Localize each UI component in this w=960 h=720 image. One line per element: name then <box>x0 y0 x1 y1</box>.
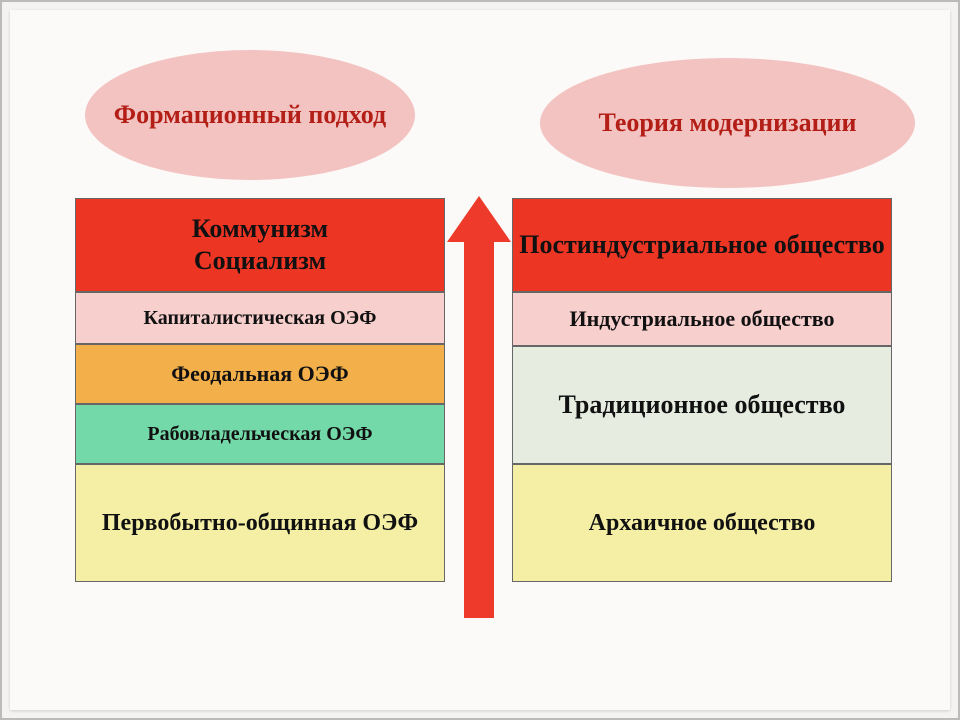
ellipse-left-label: Формационный подход <box>114 100 386 130</box>
ellipse-modernization-theory: Теория модернизации <box>540 58 915 188</box>
arrow-up-head <box>447 196 511 242</box>
right-cell-3: Архаичное общество <box>512 464 892 582</box>
right-cell-0: Постиндустриальное общество <box>512 198 892 292</box>
right-cell-1: Индустриальное общество <box>512 292 892 346</box>
left-cell-2: Феодальная ОЭФ <box>75 344 445 404</box>
right-stack: Постиндустриальное обществоИндустриально… <box>512 198 892 582</box>
right-cell-2: Традиционное общество <box>512 346 892 464</box>
slide-canvas: Формационный подход Теория модернизации … <box>10 10 950 710</box>
ellipse-formational-approach: Формационный подход <box>85 50 415 180</box>
ellipse-right-label: Теория модернизации <box>598 108 856 138</box>
left-stack: КоммунизмСоциализмКапиталистическая ОЭФФ… <box>75 198 445 582</box>
arrow-up-stem <box>464 238 494 618</box>
left-cell-3: Рабовладельческая ОЭФ <box>75 404 445 464</box>
left-cell-0: КоммунизмСоциализм <box>75 198 445 292</box>
left-cell-4: Первобытно-общинная ОЭФ <box>75 464 445 582</box>
left-cell-1: Капиталистическая ОЭФ <box>75 292 445 344</box>
